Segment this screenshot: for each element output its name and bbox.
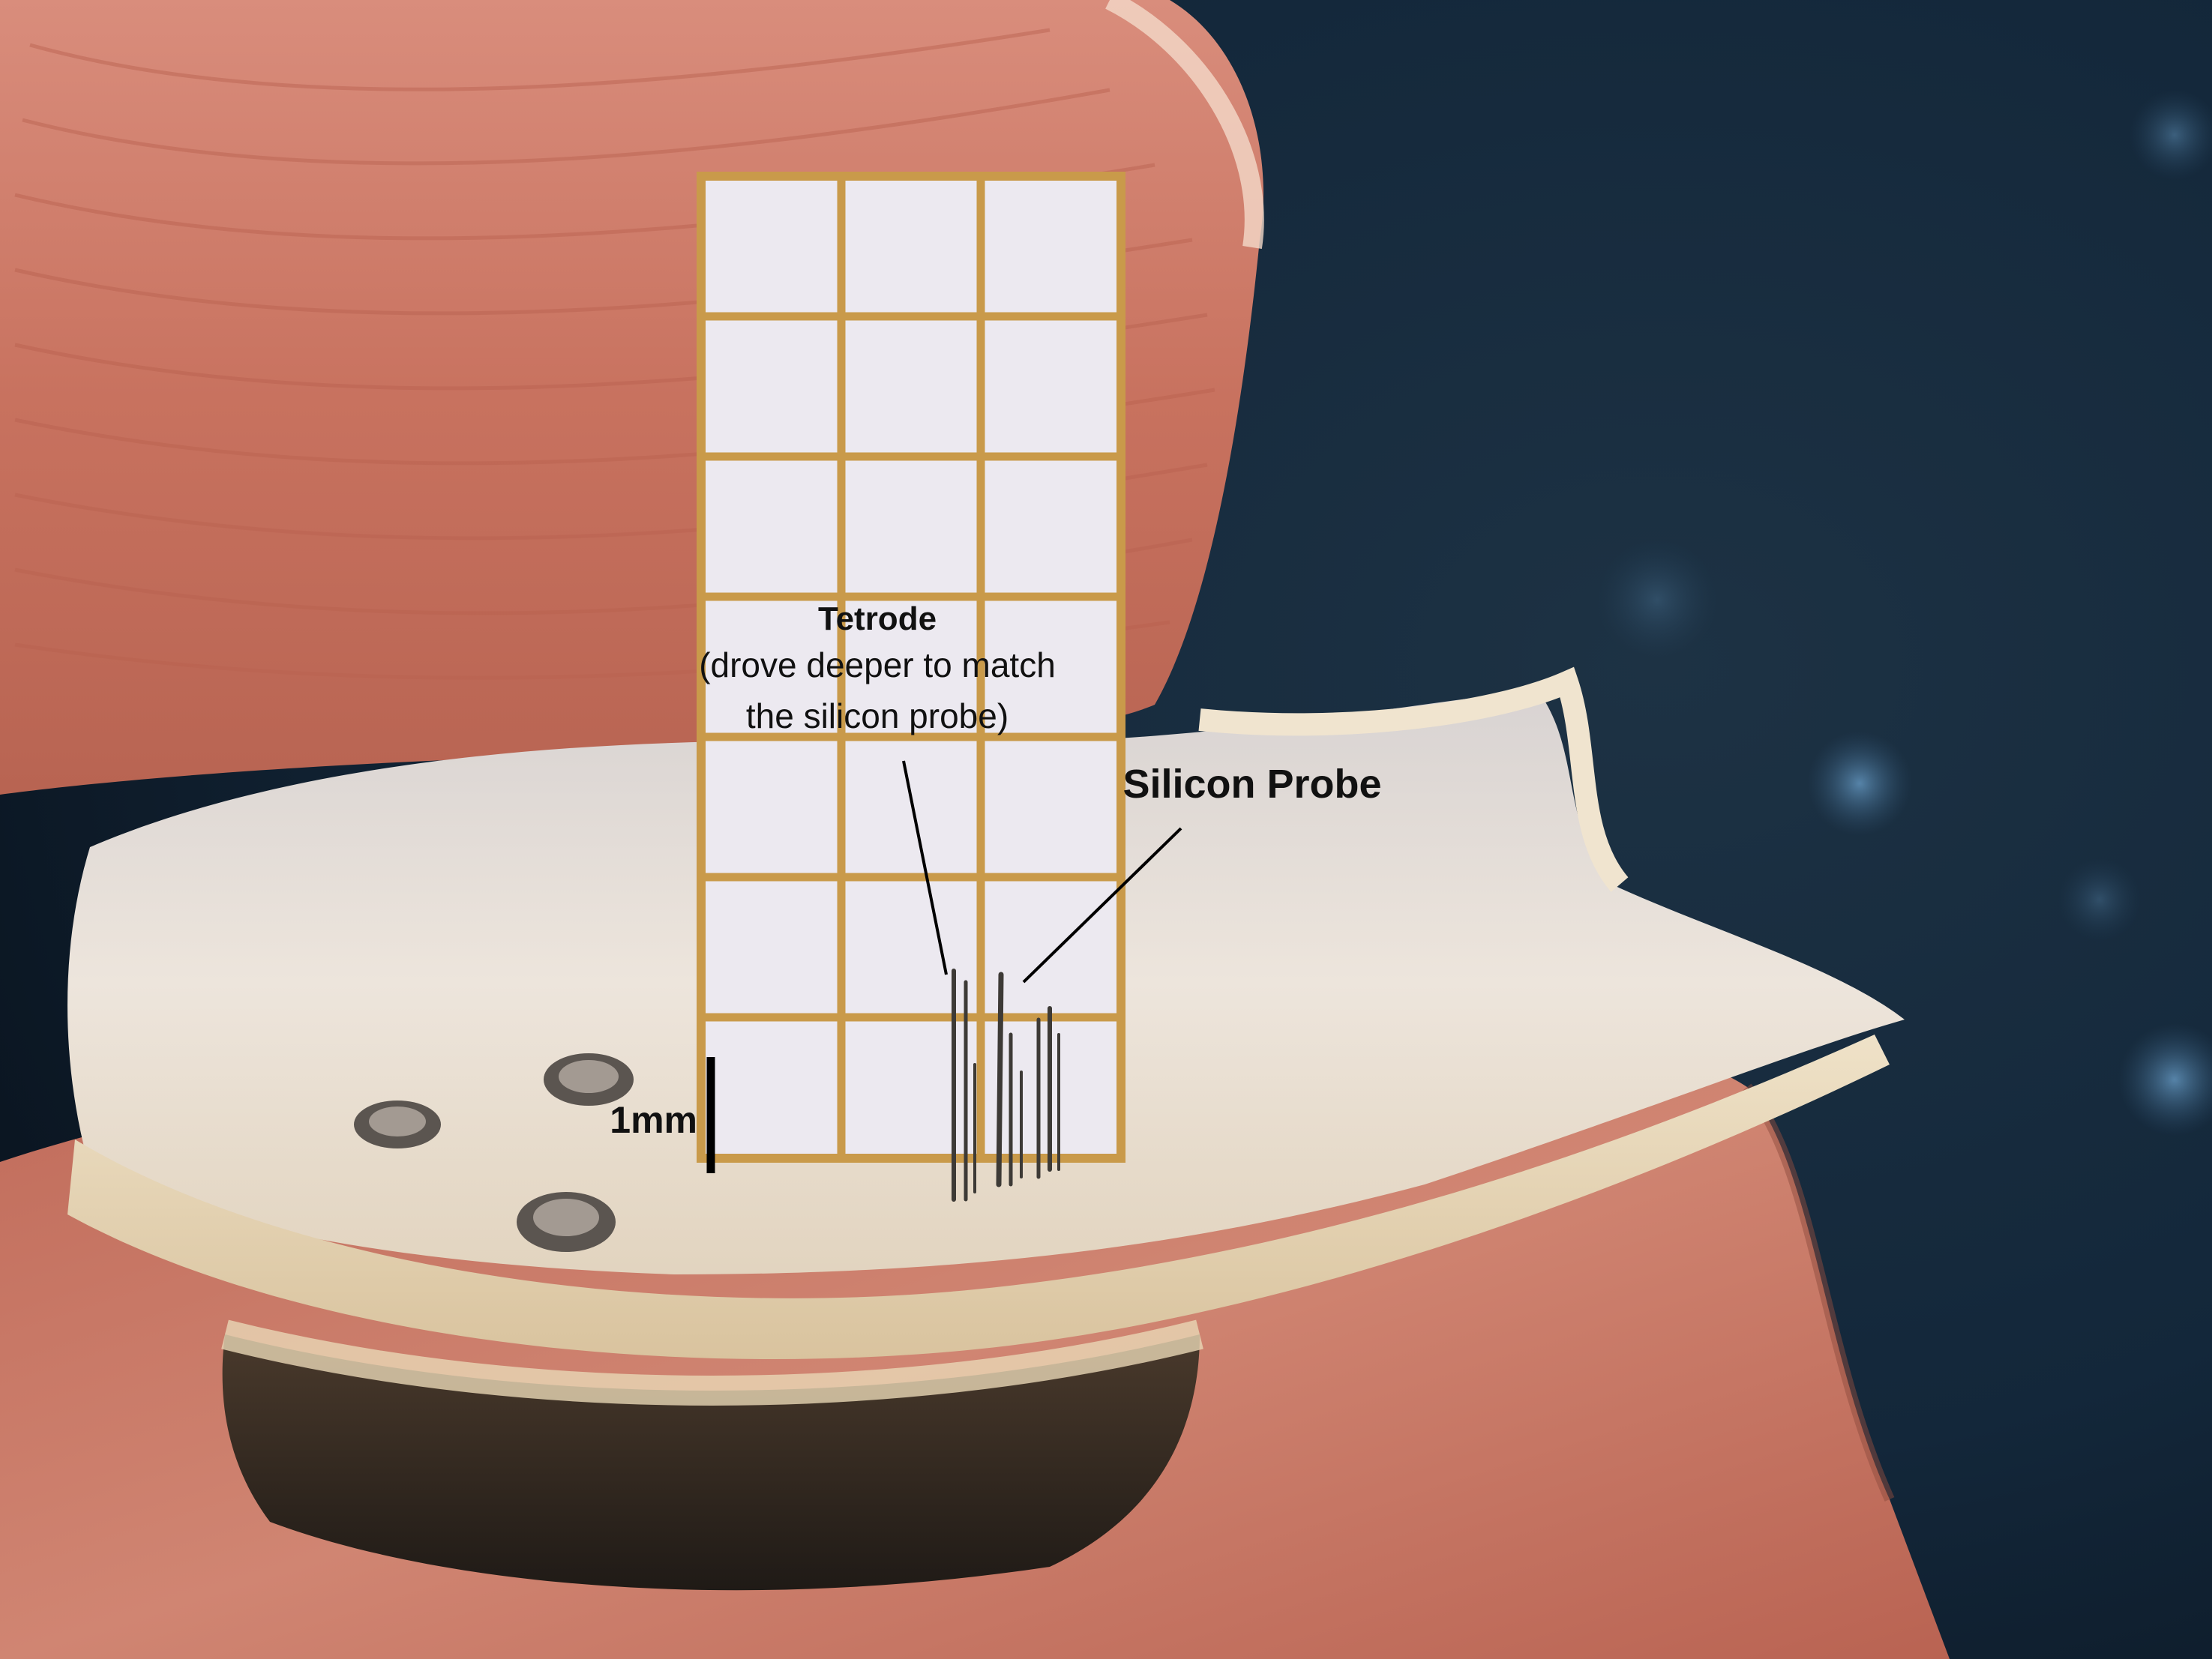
tetrode-note-line1: (drove deeper to match xyxy=(699,645,1056,684)
scale-bar-label: 1mm xyxy=(610,1099,697,1141)
silicon-probe-label: Silicon Probe xyxy=(1122,762,1382,807)
tetrode-note-line2: the silicon probe) xyxy=(745,696,1009,735)
screw xyxy=(354,1101,441,1148)
electrodes xyxy=(952,969,1060,1202)
screw xyxy=(544,1053,634,1106)
tetrode-label: Tetrode xyxy=(817,600,937,637)
grid-paper-scale xyxy=(697,172,1125,1163)
screw xyxy=(517,1192,616,1252)
fingernail-edge xyxy=(1105,0,1264,249)
skull-screws xyxy=(354,1053,634,1252)
headcap-underside xyxy=(222,1334,1200,1591)
bokeh-lights xyxy=(1597,90,2212,1136)
tetrode-pointer-line xyxy=(902,760,948,975)
silicon-probe-pointer-line xyxy=(1022,827,1182,984)
cement-rim xyxy=(67,1035,1890,1360)
